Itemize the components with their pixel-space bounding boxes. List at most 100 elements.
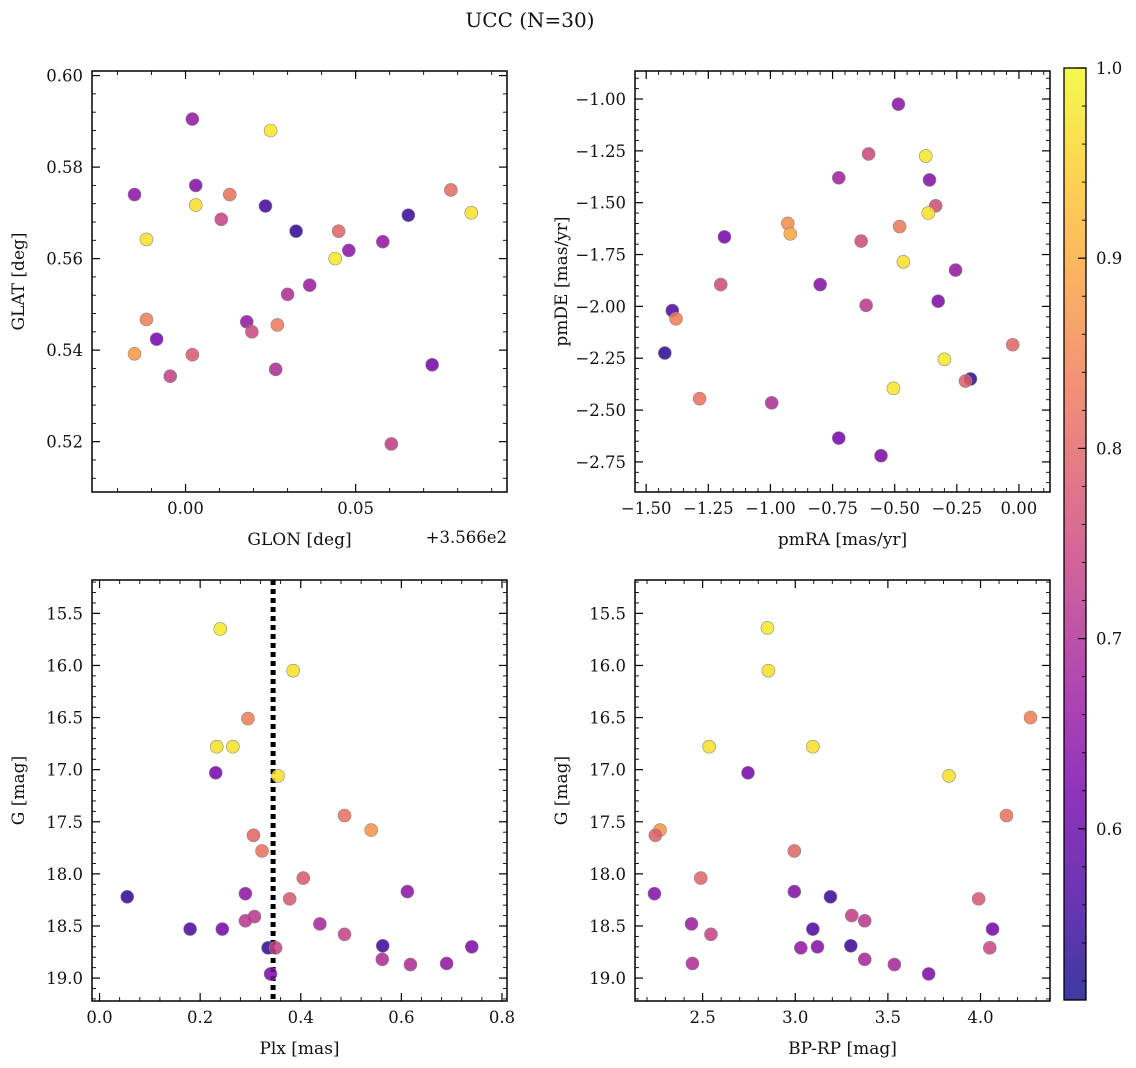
panel-3-scatter-point (648, 828, 663, 843)
figure-title: UCC (N=30) (465, 8, 594, 32)
panel-1-scatter-point (891, 97, 906, 111)
panel-3-x-tick-label: 2.5 (689, 1008, 715, 1027)
colorbar-tick-label: 0.9 (1096, 249, 1122, 268)
panel-3-x-tick-label: 3.0 (782, 1008, 808, 1027)
panel-3-scatter-point (1023, 710, 1038, 725)
panel-glon-glat: 0.00 0.05 0.52 0.54 0.56 0.58 0.60 GLON [deg] GL… (9, 67, 508, 550)
panel-1-scatter-point (931, 294, 945, 309)
panel-1-x-tick-label: 0.00 (1001, 499, 1038, 518)
panel-0-scatter-point (245, 325, 259, 339)
panel-1-scatter-point (831, 431, 846, 445)
panel-2-scatter-point (282, 892, 297, 906)
panel-2-y-tick-label: 15.5 (46, 604, 83, 623)
panel-1-x-tick-label: −1.00 (745, 499, 796, 518)
panel-1-scatter-point (918, 149, 933, 163)
panel-1-scatter-point (937, 352, 952, 367)
panel-1-x-tick-label: −0.25 (932, 499, 983, 518)
panel-2-scatter-point (364, 823, 378, 837)
panel-0-scatter-point (185, 347, 200, 362)
panel-2-y-tick-label: 19.0 (46, 969, 83, 988)
panel-0-scatter-point (127, 347, 142, 361)
panel-3-scatter-point (704, 927, 718, 942)
panel-1-scatter-point (886, 381, 901, 396)
panel-1-scatter-point (921, 206, 936, 220)
panel-2-scatter-point (403, 957, 418, 972)
panel-0-scatter-point (258, 199, 273, 213)
panel-1-scatter-point (831, 171, 846, 185)
panel-3-scatter-point (857, 913, 872, 928)
panel-0-scatter-point (401, 208, 416, 222)
panel-3-scatter-point (857, 952, 872, 967)
panel-2-scatter-point (263, 967, 278, 981)
panel-2-scatter-point (313, 917, 327, 931)
panel-1-scatter-point (658, 346, 672, 360)
panel-3-x-axis-label: BP-RP [mag] (788, 1039, 897, 1059)
panel-3-y-tick-label: 19.0 (589, 969, 626, 988)
panel-1-x-tick-label: −0.50 (869, 499, 920, 518)
panel-2-scatter-point (375, 938, 390, 953)
panel-0-x-tick-label: 0.00 (167, 499, 204, 518)
panel-2-frame (91, 579, 508, 1002)
panel-1-y-tick-label: −1.75 (575, 246, 626, 265)
panel-1-scatter-point (717, 230, 732, 244)
panel-3-scatter-point (999, 808, 1014, 823)
panel-3-scatter-point (741, 765, 755, 780)
panel-2-scatter-point (296, 871, 311, 885)
panel-2-scatter-point (238, 886, 253, 901)
panel-1-y-tick-label: −2.50 (575, 401, 626, 420)
panel-0-scatter-point (185, 112, 200, 126)
panel-3-scatter-point (921, 967, 936, 981)
panel-0-x-axis-label: GLON [deg] (247, 530, 351, 550)
panel-2-y-tick-label: 17.0 (46, 761, 83, 780)
panel-2-scatter-point (208, 765, 223, 780)
panel-3-scatter-point (684, 917, 699, 931)
panel-2-scatter-point (255, 844, 269, 858)
panel-3-scatter-point (760, 621, 775, 635)
panel-3-y-tick-label: 15.5 (589, 604, 626, 623)
panel-2-scatter-point (226, 739, 240, 754)
panel-1-y-tick-label: −1.50 (575, 194, 626, 213)
panel-1-x-axis-label: pmRA [mas/yr] (778, 530, 907, 550)
panel-3-x-tick-label: 4.0 (967, 1008, 993, 1027)
panel-2-y-tick-label: 16.0 (46, 656, 83, 675)
panel-0-y-tick-label: 0.54 (46, 341, 83, 360)
panel-2-scatter-point (209, 739, 224, 754)
panel-3-scatter-point (761, 663, 776, 678)
colorbar-gradient (1064, 68, 1086, 1000)
panel-0-scatter-point (425, 357, 439, 372)
panel-2-x-axis-label: Plx [mas] (259, 1039, 339, 1059)
panel-0-scatter-point (280, 287, 295, 302)
panel-2-scatter-point (439, 956, 454, 971)
panel-1-scatter-point (813, 277, 827, 292)
panel-1-x-tick-label: −0.75 (807, 499, 858, 518)
panel-3-x-tick-label: 3.5 (875, 1008, 901, 1027)
colorbar-tick-label: 0.8 (1096, 439, 1122, 458)
panel-0-scatter-point (139, 312, 154, 327)
panel-0-scatter-point (214, 212, 229, 227)
panel-1-scatter-point (948, 263, 963, 277)
panel-0-scatter-point (464, 206, 479, 220)
panel-2-scatter-point (286, 663, 301, 678)
panel-2-scatter-point (375, 952, 390, 967)
panel-3-scatter-point (844, 938, 858, 953)
panel-0-y-tick-label: 0.58 (46, 158, 83, 177)
panel-3-scatter-point (685, 956, 700, 971)
panel-2-x-tick-label: 0.2 (187, 1008, 213, 1027)
panel-2-scatter-point (238, 913, 253, 928)
panel-3-scatter-point (806, 922, 820, 936)
panel-1-x-tick-label: −1.50 (621, 499, 672, 518)
panel-3-scatter-point (985, 922, 1000, 936)
panel-3-y-tick-label: 17.0 (589, 761, 626, 780)
colorbar-tick-label: 0.7 (1096, 630, 1122, 649)
panel-2-scatter-point (246, 828, 261, 843)
panel-2-y-axis-label: G [mag] (9, 756, 29, 825)
panel-2-scatter-point (268, 941, 283, 955)
panel-1-y-tick-label: −1.00 (575, 90, 626, 109)
panel-3-y-tick-label: 18.5 (589, 917, 626, 936)
panel-0-scatter-point (163, 369, 178, 384)
panel-2-scatter-point (271, 769, 285, 783)
panel-1-scatter-point (1005, 337, 1020, 352)
panel-0-scatter-point (268, 362, 283, 377)
panel-0-y-tick-label: 0.52 (46, 433, 83, 452)
panel-1-scatter-point (874, 448, 888, 463)
